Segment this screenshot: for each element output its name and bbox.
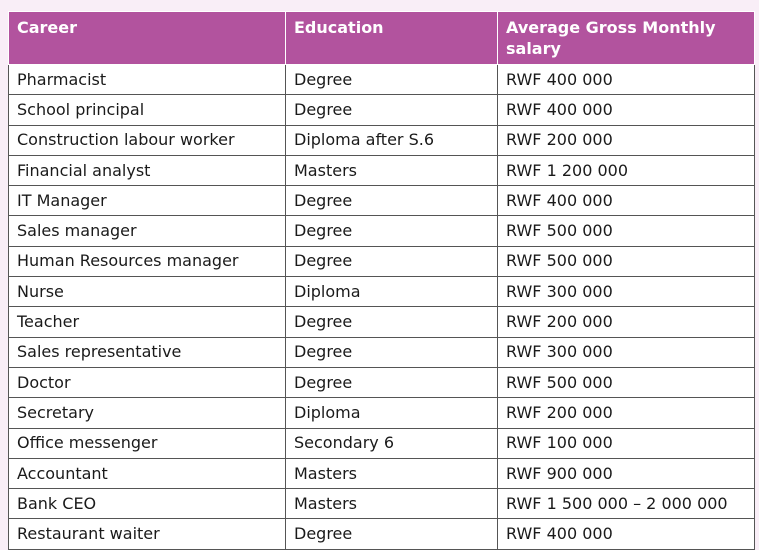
salary-cell: RWF 200 000 xyxy=(497,397,755,429)
salary-cell: RWF 300 000 xyxy=(497,276,755,308)
salary-cell: RWF 500 000 xyxy=(497,245,755,278)
education-cell: Masters xyxy=(285,488,498,520)
career-cell: Pharmacist xyxy=(8,63,286,96)
table-row: Teacher Degree RWF 200 000 xyxy=(8,306,755,338)
career-cell: Nurse xyxy=(8,276,286,308)
education-cell: Degree xyxy=(285,306,498,338)
table-row: Human Resources manager Degree RWF 500 000 xyxy=(8,245,755,278)
table-row: Secretary Diploma RWF 200 000 xyxy=(8,397,755,429)
table-row: Office messenger Secondary 6 RWF 100 000 xyxy=(8,427,755,459)
education-cell: Masters xyxy=(285,154,498,187)
career-cell: Sales manager xyxy=(8,215,286,247)
salary-cell: RWF 900 000 xyxy=(497,457,755,490)
career-cell: Secretary xyxy=(8,397,286,429)
career-salary-table: Career Education Average Gross Monthly s… xyxy=(8,11,755,550)
career-cell: Sales representative xyxy=(8,336,286,368)
salary-cell: RWF 100 000 xyxy=(497,427,755,459)
education-cell: Masters xyxy=(285,457,498,490)
salary-cell: RWF 1 200 000 xyxy=(497,154,755,187)
table-header-row: Career Education Average Gross Monthly s… xyxy=(8,11,755,65)
table-row: Doctor Degree RWF 500 000 xyxy=(8,366,755,399)
career-cell: Financial analyst xyxy=(8,154,286,187)
table-row: Construction labour worker Diploma after … xyxy=(8,124,755,156)
table-body: Pharmacist Degree RWF 400 000 School princi… xyxy=(8,63,755,550)
career-cell: Office messenger xyxy=(8,427,286,459)
table-row: Bank CEO Masters RWF 1 500 000 – 2 000 000 xyxy=(8,488,755,520)
education-cell: Diploma after S.6 xyxy=(285,124,498,156)
career-cell: School principal xyxy=(8,94,286,126)
education-cell: Degree xyxy=(285,63,498,96)
table-row: School principal Degree RWF 400 000 xyxy=(8,94,755,126)
education-cell: Degree xyxy=(285,336,498,368)
education-cell: Degree xyxy=(285,185,498,217)
education-cell: Degree xyxy=(285,518,498,550)
education-cell: Degree xyxy=(285,215,498,247)
education-cell: Degree xyxy=(285,366,498,399)
header-salary: Average Gross Monthly salary xyxy=(497,11,755,65)
table-row: Sales manager Degree RWF 500 000 xyxy=(8,215,755,247)
table-row: Restaurant waiter Degree RWF 400 000 xyxy=(8,518,755,550)
salary-cell: RWF 200 000 xyxy=(497,124,755,156)
education-cell: Diploma xyxy=(285,397,498,429)
table-row: Pharmacist Degree RWF 400 000 xyxy=(8,63,755,96)
education-cell: Diploma xyxy=(285,276,498,308)
education-cell: Secondary 6 xyxy=(285,427,498,459)
career-cell: Human Resources manager xyxy=(8,245,286,278)
salary-cell: RWF 400 000 xyxy=(497,518,755,550)
salary-cell: RWF 1 500 000 – 2 000 000 xyxy=(497,488,755,520)
salary-cell: RWF 500 000 xyxy=(497,366,755,399)
education-cell: Degree xyxy=(285,245,498,278)
table-row: Accountant Masters RWF 900 000 xyxy=(8,457,755,490)
table-row: Financial analyst Masters RWF 1 200 000 xyxy=(8,154,755,187)
career-cell: Teacher xyxy=(8,306,286,338)
header-education: Education xyxy=(285,11,498,65)
header-career: Career xyxy=(8,11,286,65)
education-cell: Degree xyxy=(285,94,498,126)
salary-cell: RWF 400 000 xyxy=(497,185,755,217)
salary-cell: RWF 400 000 xyxy=(497,63,755,96)
salary-cell: RWF 200 000 xyxy=(497,306,755,338)
salary-cell: RWF 400 000 xyxy=(497,94,755,126)
career-cell: Bank CEO xyxy=(8,488,286,520)
career-cell: Construction labour worker xyxy=(8,124,286,156)
table-row: Sales representative Degree RWF 300 000 xyxy=(8,336,755,368)
salary-cell: RWF 500 000 xyxy=(497,215,755,247)
career-cell: IT Manager xyxy=(8,185,286,217)
career-cell: Restaurant waiter xyxy=(8,518,286,550)
career-cell: Doctor xyxy=(8,366,286,399)
salary-cell: RWF 300 000 xyxy=(497,336,755,368)
table-row: Nurse Diploma RWF 300 000 xyxy=(8,276,755,308)
table-row: IT Manager Degree RWF 400 000 xyxy=(8,185,755,217)
career-salary-table-container: Career Education Average Gross Monthly s… xyxy=(8,11,755,550)
career-cell: Accountant xyxy=(8,457,286,490)
